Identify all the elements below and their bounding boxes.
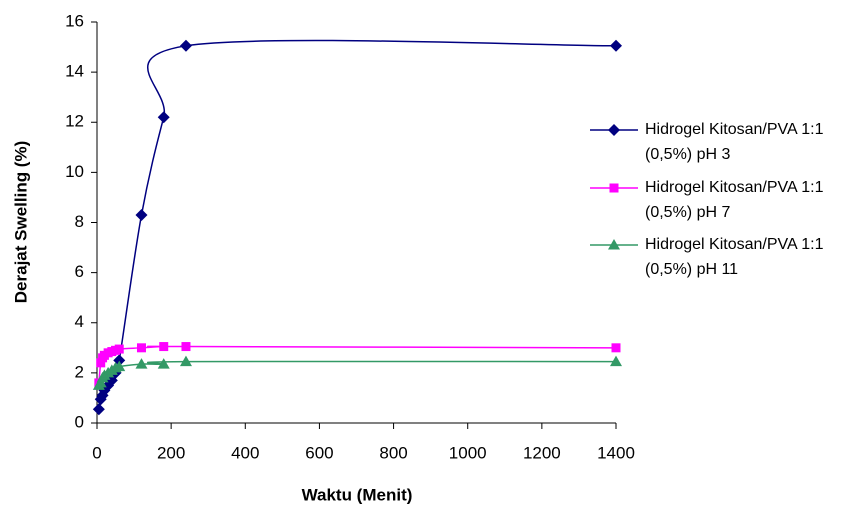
marker	[608, 124, 620, 136]
marker	[609, 183, 619, 193]
x-tick-label: 400	[231, 443, 259, 462]
legend-label: Hidrogel Kitosan/PVA 1:1 (0,5%) pH 7	[645, 179, 824, 221]
y-tick-label: 16	[65, 11, 84, 30]
x-tick-label: 200	[157, 443, 185, 462]
y-tick-label: 8	[75, 212, 84, 231]
marker	[181, 342, 191, 352]
y-axis-label: Derajat Swelling (%)	[11, 141, 30, 303]
marker	[96, 358, 106, 368]
marker	[179, 39, 192, 52]
marker	[92, 403, 105, 416]
y-tick-label: 10	[65, 162, 84, 181]
marker	[157, 111, 170, 124]
x-axis-label: Waktu (Menit)	[302, 485, 413, 504]
marker	[157, 358, 170, 369]
y-tick-label: 4	[75, 312, 84, 331]
x-tick-label: 0	[92, 443, 101, 462]
marker	[113, 360, 126, 372]
x-tick-label: 1400	[597, 443, 635, 462]
marker	[136, 343, 146, 353]
y-tick-label: 12	[65, 112, 84, 131]
y-tick-label: 6	[75, 262, 84, 281]
x-tick-label: 800	[379, 443, 407, 462]
legend-label: Hidrogel Kitosan/PVA 1:1 (0,5%) pH 3	[645, 121, 824, 163]
y-tick-label: 14	[65, 62, 84, 81]
series-line	[98, 39, 617, 410]
x-tick-label: 600	[305, 443, 333, 462]
marker	[611, 343, 621, 353]
marker	[610, 355, 622, 367]
y-tick-label: 0	[75, 412, 84, 431]
legend-label: Hidrogel Kitosan/PVA 1:1 (0,5%) pH 11	[645, 236, 824, 278]
marker	[135, 358, 148, 369]
x-tick-label: 1000	[449, 443, 487, 462]
x-tick-label: 1200	[523, 443, 561, 462]
marker	[159, 342, 169, 352]
series-line	[98, 345, 617, 383]
marker	[179, 355, 192, 367]
marker	[608, 239, 620, 250]
marker	[135, 208, 148, 221]
series-line	[98, 360, 617, 386]
y-tick-label: 2	[75, 362, 84, 381]
marker	[610, 39, 622, 52]
marker	[114, 344, 124, 354]
